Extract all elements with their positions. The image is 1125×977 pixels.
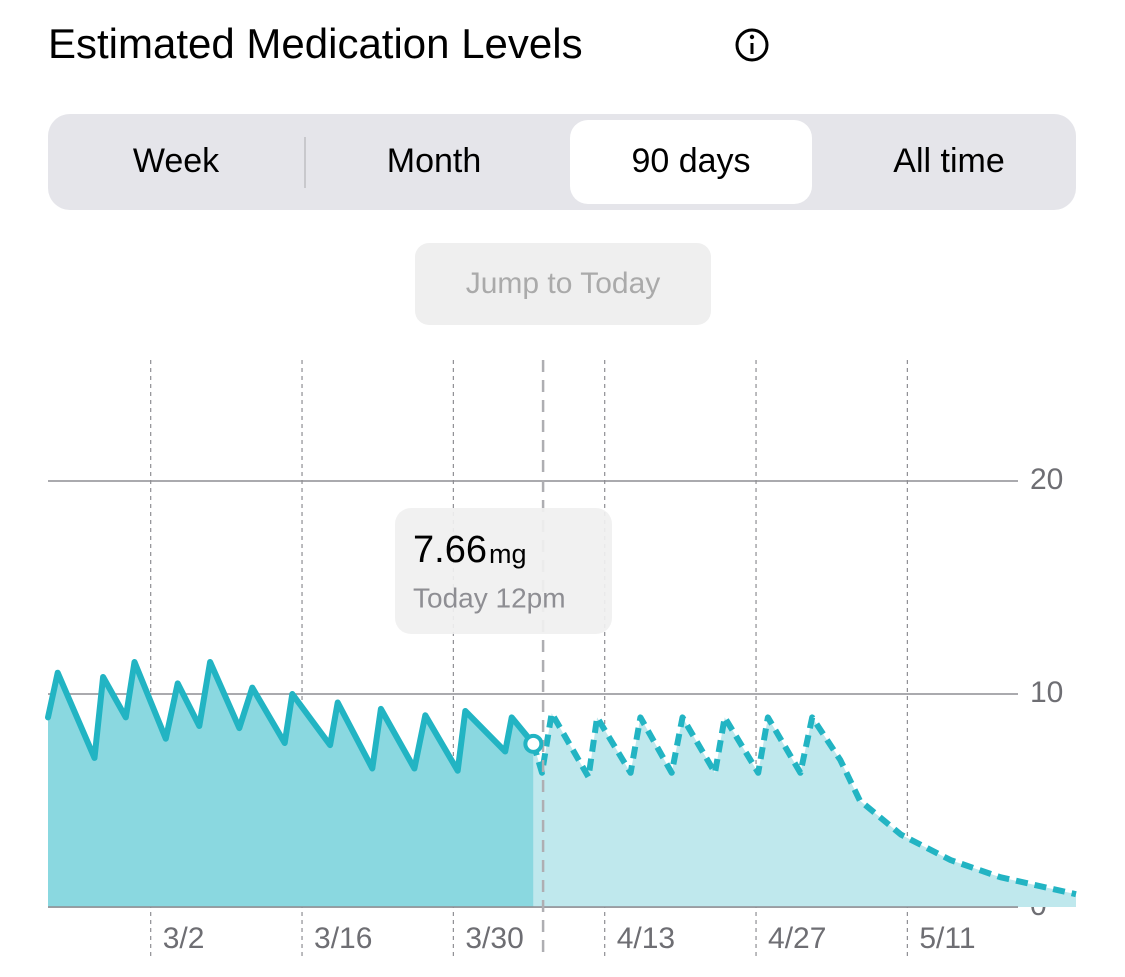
area: [533, 713, 1076, 907]
segment-label[interactable]: 90 days: [631, 142, 750, 180]
tooltip-unit: mg: [489, 539, 527, 569]
x-tick-label: 5/11: [919, 922, 975, 955]
button-label: Jump to Today: [466, 267, 661, 300]
y-tick-label: 20: [1030, 463, 1063, 496]
line: [45, 659, 537, 774]
y-tick-label: 10: [1030, 676, 1063, 709]
selected-segment: [570, 120, 812, 204]
current-marker: [523, 733, 544, 754]
segment-label[interactable]: Week: [133, 142, 220, 180]
segment-label[interactable]: Month: [387, 142, 482, 180]
line: [530, 710, 1077, 898]
x-tick-label: 4/27: [768, 922, 826, 955]
x-tick-label: 3/30: [465, 922, 523, 955]
x-tick-label: 3/2: [163, 922, 205, 955]
jump-button[interactable]: [415, 243, 711, 325]
segment-label[interactable]: All time: [893, 142, 1004, 180]
tooltip: [395, 508, 612, 634]
title: Estimated Medication Levels: [48, 20, 583, 67]
tooltip-value: 7.66: [413, 529, 487, 571]
info-icon[interactable]: [735, 28, 769, 62]
x-tick-label: 3/16: [314, 922, 372, 955]
tooltip-label: Today 12pm: [413, 582, 566, 613]
x-tick-label: 4/13: [617, 922, 675, 955]
